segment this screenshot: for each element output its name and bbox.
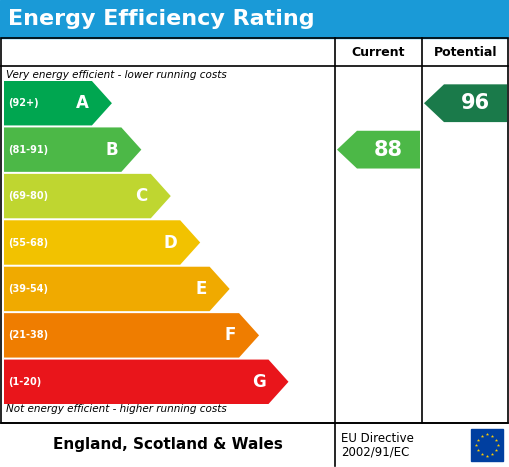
Text: C: C	[135, 187, 148, 205]
Text: (55-68): (55-68)	[8, 238, 48, 248]
Text: EU Directive: EU Directive	[341, 432, 414, 445]
Polygon shape	[337, 131, 420, 169]
Text: (39-54): (39-54)	[8, 284, 48, 294]
Text: G: G	[252, 373, 266, 391]
Text: 96: 96	[461, 93, 490, 113]
Text: (69-80): (69-80)	[8, 191, 48, 201]
Text: Current: Current	[352, 45, 405, 58]
Polygon shape	[4, 360, 289, 404]
Text: Very energy efficient - lower running costs: Very energy efficient - lower running co…	[6, 70, 227, 80]
Polygon shape	[4, 220, 200, 265]
Text: (21-38): (21-38)	[8, 330, 48, 340]
Text: 88: 88	[374, 140, 403, 160]
Polygon shape	[424, 85, 507, 122]
Polygon shape	[4, 127, 142, 172]
Text: D: D	[163, 234, 177, 252]
Polygon shape	[4, 174, 171, 218]
Text: F: F	[224, 326, 236, 344]
Text: Not energy efficient - higher running costs: Not energy efficient - higher running co…	[6, 404, 227, 414]
Text: (92+): (92+)	[8, 98, 39, 108]
Polygon shape	[4, 313, 259, 358]
Text: England, Scotland & Wales: England, Scotland & Wales	[52, 438, 282, 453]
Text: E: E	[195, 280, 207, 298]
Bar	[0, 0, 509, 38]
Bar	[471, 429, 503, 461]
Text: A: A	[76, 94, 89, 112]
Text: Energy Efficiency Rating: Energy Efficiency Rating	[8, 9, 315, 29]
Bar	[1, 423, 508, 466]
Bar	[1, 38, 508, 423]
Polygon shape	[4, 81, 112, 126]
Text: (1-20): (1-20)	[8, 377, 41, 387]
Text: B: B	[106, 141, 119, 159]
Text: 2002/91/EC: 2002/91/EC	[341, 446, 409, 459]
Text: (81-91): (81-91)	[8, 145, 48, 155]
Text: Potential: Potential	[434, 45, 497, 58]
Polygon shape	[4, 267, 230, 311]
